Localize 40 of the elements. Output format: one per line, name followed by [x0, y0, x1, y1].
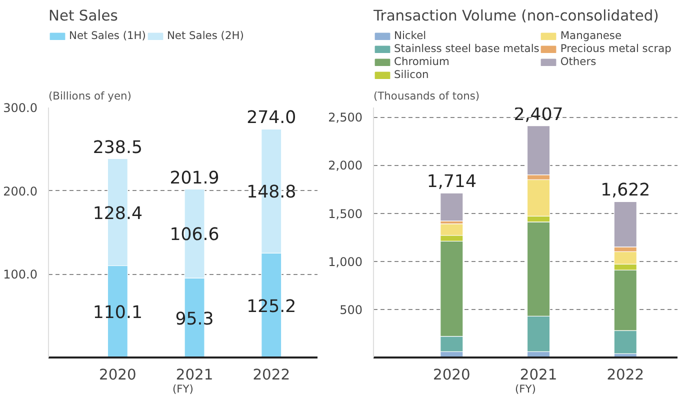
total-label: 201.9: [170, 168, 220, 188]
y-tick-label: 2,000: [328, 158, 363, 173]
data-label: 125.2: [246, 296, 296, 317]
x-tick-label: 2020: [433, 366, 470, 384]
y-tick-label: 100.0: [3, 268, 38, 282]
x-tick-label: 2021: [520, 366, 558, 384]
legend-label: Net Sales (2H): [166, 29, 244, 42]
x-axis-title: (FY): [515, 382, 536, 396]
x-tick-label: 2022: [606, 366, 644, 384]
total-label: 274.0: [246, 108, 296, 128]
legend-label: Net Sales (1H): [69, 29, 146, 42]
x-tick-label: 2021: [176, 366, 214, 384]
y-tick-label: 1,500: [328, 206, 363, 221]
y-axis-title: (Billions of yen): [48, 90, 132, 102]
data-label: 106.6: [170, 225, 220, 246]
total-label: 1,622: [600, 180, 650, 201]
legend-label: Others: [560, 55, 596, 68]
data-label: 128.4: [92, 204, 142, 224]
bar: [440, 192, 464, 222]
legend-label: Nickel: [394, 29, 426, 42]
x-axis-title: (FY): [172, 382, 194, 396]
total-label: 1,714: [426, 172, 476, 192]
x-tick-label: 2020: [99, 366, 136, 384]
legend-label: Manganese: [560, 29, 622, 42]
data-label: 148.8: [246, 182, 296, 203]
y-axis-title: (Thousands of tons): [374, 90, 480, 102]
y-tick-label: 1,000: [328, 254, 363, 269]
y-tick-label: 200.0: [3, 184, 38, 198]
legend-label: Silicon: [394, 68, 429, 81]
y-tick-label: 500: [340, 302, 362, 317]
legend-label: Precious metal scrap: [560, 42, 672, 55]
data-label: 110.1: [92, 303, 142, 324]
total-label: 238.5: [92, 138, 142, 158]
y-tick-label: 2,500: [328, 110, 363, 125]
x-tick-label: 2022: [252, 366, 290, 384]
chart-title: Net Sales: [48, 8, 118, 24]
y-tick-label: 300.0: [3, 101, 38, 115]
legend-label: Chromium: [394, 55, 450, 68]
legend-label: Stainless steel base metals: [394, 42, 540, 55]
chart-title: Transaction Volume (non-consolidated): [372, 8, 659, 24]
